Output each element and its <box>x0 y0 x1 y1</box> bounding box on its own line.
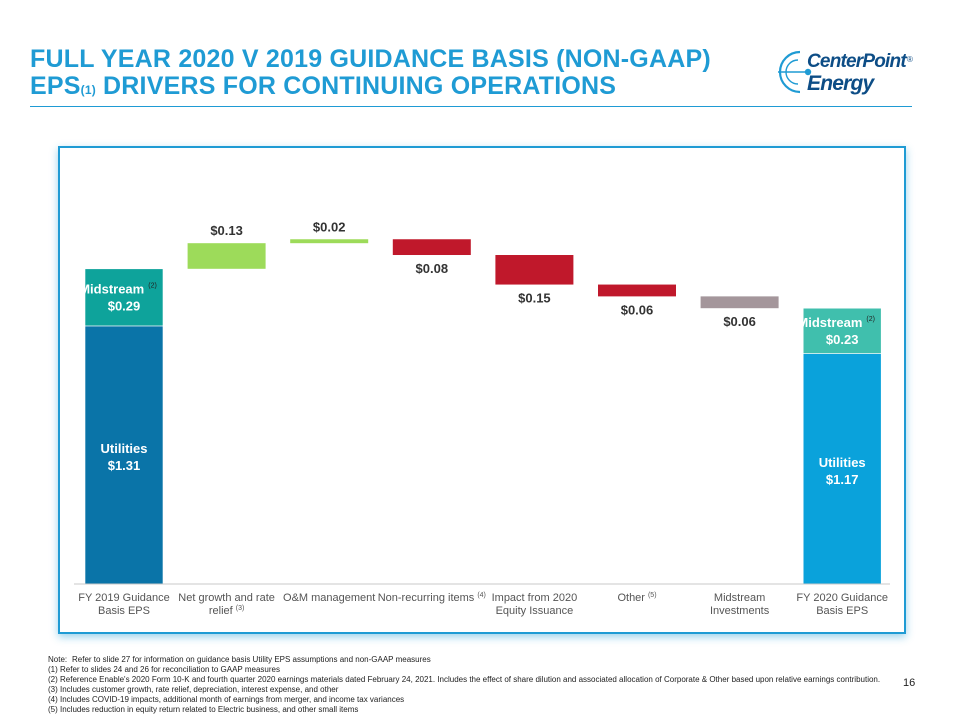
change-label-5: $0.06 <box>621 302 654 317</box>
title-line-1: FULL YEAR 2020 V 2019 GUIDANCE BASIS (NO… <box>30 45 711 73</box>
x-tick-text: Equity Issuance <box>496 605 574 617</box>
footnote-text: Refer to slide 27 for information on gui… <box>72 655 431 664</box>
midstream-segment-name-sup: (2) <box>866 316 875 323</box>
total-segment-name: Utilities <box>101 441 148 456</box>
footnote-text: Reference Enable's 2020 Form 10-K and fo… <box>60 675 881 684</box>
change-bar-5 <box>598 284 676 297</box>
total-bar-7-midstream <box>802 307 882 354</box>
footnote-text: Includes customer growth, rate relief, d… <box>60 685 339 694</box>
footnotes: Note: Refer to slide 27 for information o… <box>48 655 880 715</box>
x-tick-text: O&M management <box>283 592 375 604</box>
total-segment-value: $1.31 <box>108 458 141 473</box>
footnote-text: Includes COVID-19 impacts, additional mo… <box>60 695 405 704</box>
midstream-segment-name: Midstream (2) <box>797 315 875 330</box>
x-tick-text: Impact from 2020 <box>492 592 578 604</box>
x-tick-label-7: Basis EPS <box>816 605 868 617</box>
change-label-3: $0.08 <box>416 261 449 276</box>
title-divider <box>30 106 912 107</box>
footnote-marker: (5) <box>48 705 58 714</box>
midstream-segment-name-text: Midstream <box>797 315 862 330</box>
x-tick-label-5: Other (5) <box>617 592 656 604</box>
x-tick-sup: (3) <box>236 605 245 612</box>
total-bar-0-utilities <box>84 325 164 585</box>
page-title: FULL YEAR 2020 V 2019 GUIDANCE BASIS (NO… <box>30 46 750 100</box>
change-label-4: $0.15 <box>518 291 551 306</box>
x-tick-text: Net growth and rate <box>178 592 275 604</box>
total-bar-7-utilities <box>802 353 882 585</box>
x-tick-label-1: Net growth and rate <box>178 592 275 604</box>
x-tick-text: Basis EPS <box>816 605 868 617</box>
x-tick-text: FY 2020 Guidance <box>796 592 888 604</box>
x-tick-text: relief <box>209 605 234 617</box>
title-line-2: EPS(1) DRIVERS FOR CONTINUING OPERATIONS <box>30 73 750 100</box>
x-tick-text: Midstream <box>714 592 765 604</box>
x-tick-label-0: Basis EPS <box>98 605 150 617</box>
midstream-segment-value: $0.23 <box>826 332 859 347</box>
x-tick-label-2: O&M management <box>283 592 375 604</box>
footnote-0: Note: Refer to slide 27 for information o… <box>48 655 880 665</box>
midstream-segment-name-text: Midstream <box>79 281 144 296</box>
footnote-text: Includes reduction in equity return rela… <box>60 705 359 714</box>
footnote-marker: (3) <box>48 685 58 694</box>
x-tick-text: Non-recurring items <box>378 592 475 604</box>
x-tick-label-4: Impact from 2020 <box>492 592 578 604</box>
chart-panel: Utilities $1.31 Midstream (2) $0.29 Utilities… <box>58 146 906 634</box>
logo-text-1: CenterPoint <box>807 51 907 72</box>
change-label-2: $0.02 <box>313 219 346 234</box>
change-label-1: $0.13 <box>210 223 243 238</box>
eps-waterfall-chart: Utilities $1.31 Midstream (2) $0.29 Utilities… <box>74 219 890 617</box>
x-tick-text: Basis EPS <box>98 605 150 617</box>
footnote-1: (1) Refer to slides 24 and 26 for reconci… <box>48 665 880 675</box>
change-label-6: $0.06 <box>723 314 756 329</box>
midstream-segment-name-sup: (2) <box>148 282 157 289</box>
x-tick-text: Other <box>617 592 645 604</box>
title-rest: DRIVERS FOR CONTINUING OPERATIONS <box>95 72 617 100</box>
x-tick-text: Investments <box>710 605 770 617</box>
change-bar-2 <box>290 239 369 244</box>
x-tick-label-6: Midstream <box>714 592 765 604</box>
title-footnote-ref: (1) <box>80 83 96 97</box>
total-segment-name: Utilities <box>819 455 866 470</box>
total-bar-0-midstream <box>84 268 164 327</box>
footnote-text: Refer to slides 24 and 26 for reconcilia… <box>60 665 280 674</box>
x-tick-sup: (5) <box>648 592 657 599</box>
footnote-marker: (1) <box>48 665 58 674</box>
footnote-5: (5) Includes reduction in equity return r… <box>48 705 880 715</box>
footnote-3: (3) Includes customer growth, rate relief… <box>48 685 880 695</box>
x-tick-text: FY 2019 Guidance <box>78 592 170 604</box>
x-tick-label-1: relief (3) <box>209 605 244 617</box>
page-number: 16 <box>903 677 916 689</box>
x-tick-label-0: FY 2019 Guidance <box>78 592 170 604</box>
logo-reg: ® <box>907 55 913 64</box>
change-bar-6 <box>700 296 779 309</box>
footnote-marker: (4) <box>48 695 58 704</box>
midstream-segment-value: $0.29 <box>108 298 141 313</box>
total-segment-value: $1.17 <box>826 472 859 487</box>
footnote-2: (2) Reference Enable's 2020 Form 10-K and… <box>48 675 880 685</box>
x-tick-label-4: Equity Issuance <box>496 605 574 617</box>
x-tick-label-3: Non-recurring items (4) <box>378 592 486 604</box>
centerpoint-logo: CenterPoint ® Energy <box>778 46 918 98</box>
midstream-segment-name: Midstream (2) <box>79 281 157 296</box>
logo-text-2: Energy <box>807 72 876 95</box>
change-bar-4 <box>495 255 574 285</box>
footnote-marker: Note: <box>48 655 68 664</box>
logo-dot <box>804 68 812 76</box>
x-tick-label-6: Investments <box>710 605 770 617</box>
footnote-marker: (2) <box>48 675 58 684</box>
title-eps: EPS <box>30 72 81 100</box>
x-tick-sup: (4) <box>477 592 486 599</box>
x-tick-label-7: FY 2020 Guidance <box>796 592 888 604</box>
change-bar-1 <box>187 243 266 269</box>
logo-mark: CenterPoint ® Energy <box>778 50 913 95</box>
footnote-4: (4) Includes COVID-19 impacts, additional… <box>48 695 880 705</box>
change-bar-3 <box>392 239 471 256</box>
